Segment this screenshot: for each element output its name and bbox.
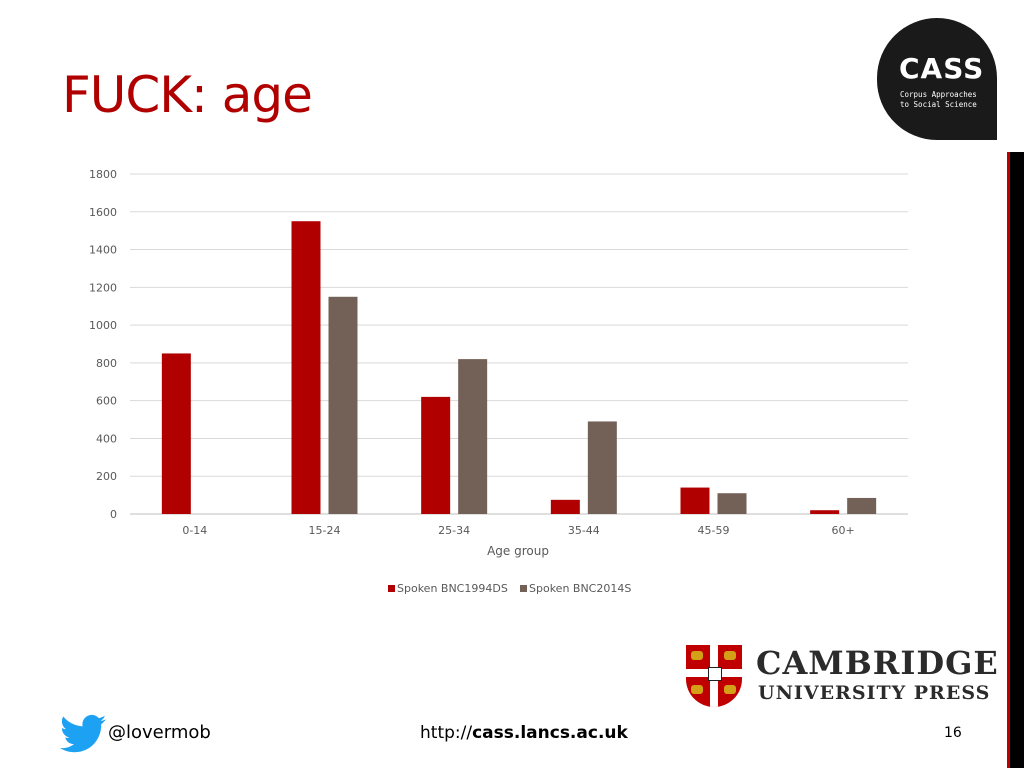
y-tick-label: 600 xyxy=(96,395,117,408)
bar-bnc2014s xyxy=(847,497,877,514)
cass-logo-subtitle-line2: to Social Science xyxy=(900,100,977,109)
legend-swatch xyxy=(388,585,395,592)
bar-bnc1994ds xyxy=(291,221,321,514)
cass-logo: CASS Corpus Approaches to Social Science xyxy=(877,18,997,140)
publisher-logo-line1: CAMBRIDGE xyxy=(756,644,999,682)
site-url-domain: cass.lancs.ac.uk xyxy=(472,723,628,743)
y-tick-label: 1800 xyxy=(89,168,117,181)
cass-logo-name: CASS xyxy=(899,52,985,85)
legend-label: Spoken BNC1994DS xyxy=(397,582,508,595)
shield-lion-icon xyxy=(691,685,703,694)
x-axis-title: Age group xyxy=(487,544,549,558)
y-tick-label: 1400 xyxy=(89,244,117,257)
y-tick-label: 1000 xyxy=(89,319,117,332)
bar-bnc1994ds xyxy=(161,353,191,514)
shield-lion-icon xyxy=(691,651,703,660)
shield-lion-icon xyxy=(724,651,736,660)
bar-bnc1994ds xyxy=(810,510,840,514)
cass-logo-subtitle-line1: Corpus Approaches xyxy=(900,90,977,99)
bar-bnc2014s xyxy=(717,493,747,514)
cambridge-shield-icon xyxy=(686,645,742,707)
x-tick-label: 45-59 xyxy=(698,524,730,537)
x-tick-label: 35-44 xyxy=(568,524,600,537)
site-url[interactable]: http://cass.lancs.ac.uk xyxy=(420,723,628,743)
x-tick-label: 15-24 xyxy=(309,524,341,537)
y-tick-label: 400 xyxy=(96,432,117,445)
shield-lion-icon xyxy=(724,685,736,694)
site-url-prefix: http:// xyxy=(420,723,473,743)
bar-bnc2014s xyxy=(328,296,358,514)
bar-bnc2014s xyxy=(458,359,488,514)
bar-bnc1994ds xyxy=(680,487,710,514)
bar-bnc1994ds xyxy=(550,499,580,514)
right-edge-top-gap xyxy=(1007,0,1024,152)
bar-bnc2014s xyxy=(587,421,617,514)
bar-chart: 0 200 400 600 800 1000 1200 1400 1600 1800 0-14 15-… xyxy=(89,168,908,595)
x-tick-label: 25-34 xyxy=(438,524,470,537)
twitter-bird-icon xyxy=(60,714,106,753)
slide-title: FUCK: age xyxy=(62,66,313,124)
right-edge-bar xyxy=(1007,0,1024,768)
legend-swatch xyxy=(520,585,527,592)
y-tick-label: 1200 xyxy=(89,281,117,294)
cass-logo-subtitle: Corpus Approaches to Social Science xyxy=(900,90,995,110)
y-tick-label: 1600 xyxy=(89,206,117,219)
legend-label: Spoken BNC2014S xyxy=(529,582,631,595)
shield-book-icon xyxy=(708,667,722,681)
publisher-logo-line2: UNIVERSITY PRESS xyxy=(758,682,991,704)
y-tick-label: 0 xyxy=(110,508,117,521)
cambridge-university-press-logo: CAMBRIDGE UNIVERSITY PRESS xyxy=(684,642,999,710)
right-edge-red-stripe xyxy=(1007,0,1010,768)
y-tick-label: 800 xyxy=(96,357,117,370)
bar-bnc1994ds xyxy=(421,396,451,514)
x-tick-label: 0-14 xyxy=(182,524,207,537)
twitter-handle[interactable]: @lovermob xyxy=(108,722,211,743)
y-tick-label: 200 xyxy=(96,470,117,483)
x-tick-label: 60+ xyxy=(832,524,855,537)
page-number: 16 xyxy=(944,725,962,741)
